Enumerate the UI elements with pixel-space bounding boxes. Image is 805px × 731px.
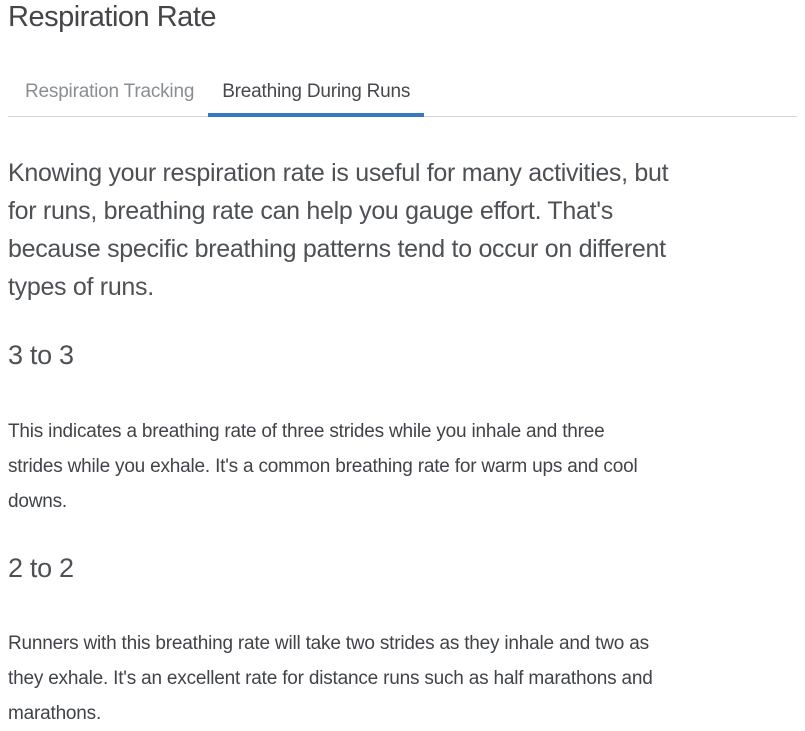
section-heading-3-to-3: 3 to 3 [8, 340, 74, 371]
intro-paragraph: Knowing your respiration rate is useful … [8, 159, 669, 302]
tab-respiration-tracking[interactable]: Respiration Tracking [25, 81, 195, 103]
section-heading-2-to-2: 2 to 2 [8, 552, 74, 583]
tab-bar: Respiration Tracking Breathing During Ru… [8, 70, 797, 118]
section-body-3-to-3: This indicates a breathing rate of three… [8, 420, 638, 512]
section-body-2-to-2: Runners with this breathing rate will ta… [8, 633, 653, 725]
tab-breathing-during-runs[interactable]: Breathing During Runs [208, 70, 425, 118]
page-title: Respiration Rate [8, 1, 217, 33]
